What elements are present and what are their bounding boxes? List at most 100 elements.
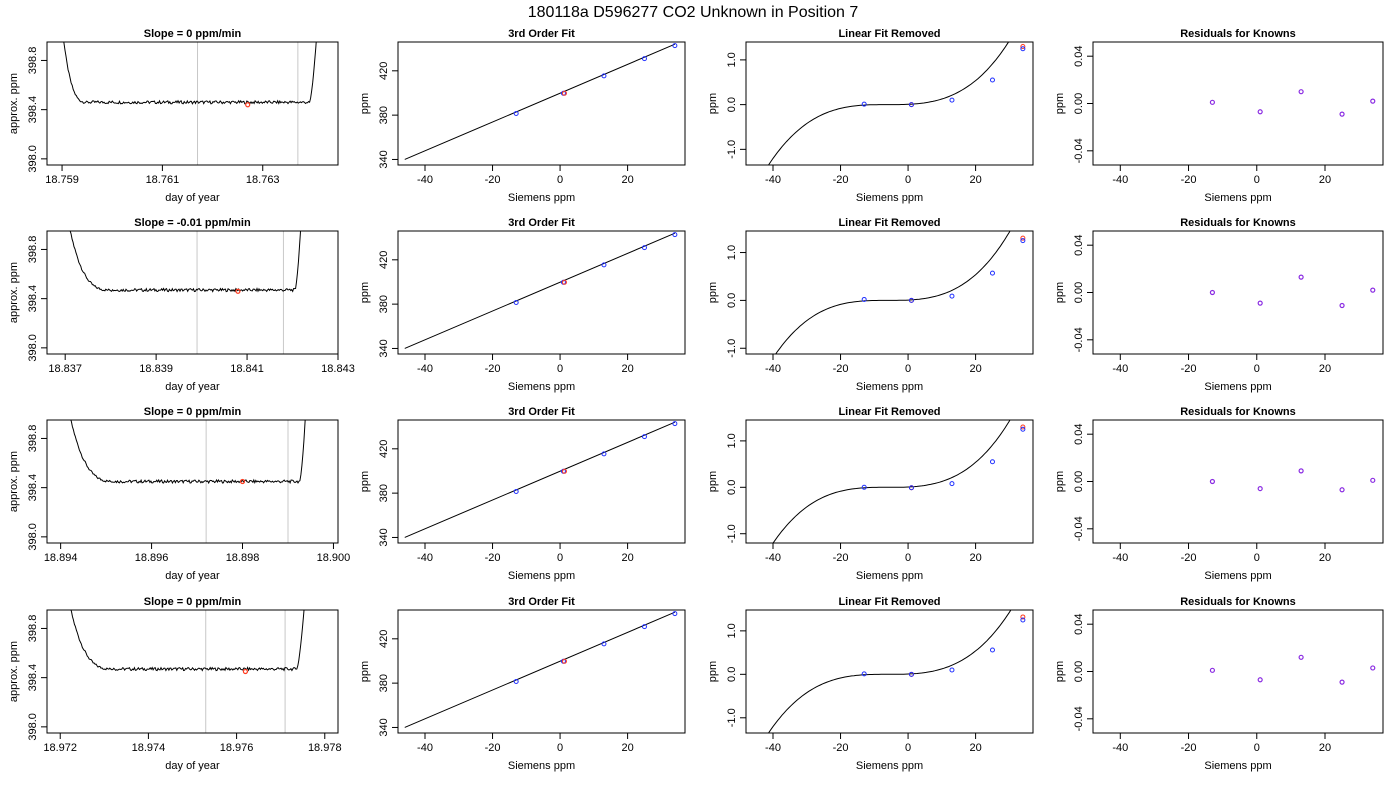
x-tick-label: -20	[485, 552, 501, 564]
plot-area	[1209, 468, 1376, 493]
x-axis-label: Siemens ppm	[508, 760, 575, 772]
x-tick-label: -20	[1181, 174, 1197, 186]
known-point	[989, 459, 995, 465]
known-point	[641, 245, 647, 251]
plot-frame	[397, 41, 686, 166]
y-tick-label: 420	[378, 630, 390, 648]
panel-resid-1: Residuals for Knowns -40 -20 0 20 -0.04 0.00 0.…	[1054, 217, 1384, 393]
x-tick-label: -20	[485, 742, 501, 754]
y-tick-label: 398.4	[27, 96, 39, 124]
plot-frame	[1092, 419, 1384, 544]
y-tick-label: 340	[378, 150, 390, 168]
y-axis-label: ppm	[359, 661, 371, 682]
y-axis-label: ppm	[707, 471, 719, 492]
y-tick-label: 380	[378, 295, 390, 313]
fit-line	[404, 232, 676, 349]
y-tick-label: 340	[378, 718, 390, 736]
y-axis-label: ppm	[707, 661, 719, 682]
x-tick-label: -40	[1112, 363, 1128, 375]
y-tick-label: -0.04	[1073, 706, 1085, 731]
concentration-trace	[70, 610, 305, 672]
residual-point	[1257, 300, 1263, 306]
known-point	[989, 77, 995, 83]
x-tick-label: -20	[485, 174, 501, 186]
known-point	[1020, 617, 1026, 623]
panel-title: Residuals for Knowns	[1180, 596, 1296, 608]
x-tick-label: -20	[833, 552, 849, 564]
x-tick-label: 18.976	[220, 742, 254, 754]
x-tick-label: 0	[557, 742, 563, 754]
x-tick-label: 18.843	[321, 363, 355, 375]
known-point	[989, 270, 995, 276]
concentration-trace	[70, 420, 306, 485]
y-tick-label: 0.04	[1073, 45, 1085, 66]
y-axis-label: ppm	[707, 282, 719, 303]
known-point	[513, 299, 519, 305]
x-tick-label: -40	[417, 552, 433, 564]
residual-point	[1209, 478, 1216, 485]
y-tick-label: 398.4	[27, 664, 39, 692]
fit-line	[404, 43, 676, 160]
y-tick-label: -0.04	[1073, 138, 1085, 163]
x-axis-label: Siemens ppm	[1204, 192, 1271, 204]
plot-area	[767, 610, 1026, 733]
y-tick-label: 1.0	[726, 623, 738, 638]
x-tick-label: -40	[1112, 174, 1128, 186]
y-tick-label: -1.0	[726, 524, 738, 543]
x-axis-label: day of year	[165, 381, 220, 393]
y-tick-label: 0.00	[1073, 93, 1085, 114]
y-tick-label: 398.0	[27, 334, 39, 362]
x-tick-label: 18.761	[146, 174, 180, 186]
plot-frame	[745, 230, 1034, 355]
y-tick-label: -1.0	[726, 140, 738, 159]
x-tick-label: -20	[1181, 742, 1197, 754]
panel-linrem-0: Linear Fit Removed -40 -20 0 20 -1.0 0.0 1.0 Sie…	[707, 28, 1034, 204]
panel-fit3-1: 3rd Order Fit -40 -20 0 20 340 380 420 Siemens p…	[359, 217, 686, 393]
residual-point	[1209, 289, 1216, 296]
fit-line	[404, 421, 676, 538]
x-tick-label: 18.972	[43, 742, 77, 754]
residual-point	[1298, 274, 1304, 280]
plot-frame	[46, 609, 339, 734]
x-tick-label: 18.896	[135, 552, 169, 564]
known-point	[672, 43, 678, 49]
x-tick-label: 18.839	[139, 363, 173, 375]
y-tick-label: 398.8	[27, 47, 39, 75]
panel-title: Residuals for Knowns	[1180, 217, 1296, 229]
x-tick-label: -40	[1112, 742, 1128, 754]
y-tick-label: 398.0	[27, 145, 39, 173]
mean-marker	[242, 668, 249, 675]
panel-title: Slope = -0.01 ppm/min	[134, 217, 251, 229]
plot-area	[70, 610, 305, 733]
panel-fit3-0: 3rd Order Fit -40 -20 0 20 340 380 420 Siemens p…	[359, 28, 686, 204]
x-tick-label: 0	[1254, 174, 1260, 186]
known-point	[861, 296, 867, 302]
x-axis-label: Siemens ppm	[508, 381, 575, 393]
plot-area	[767, 42, 1026, 165]
y-axis-label: ppm	[1054, 93, 1066, 114]
panel-title: Linear Fit Removed	[838, 28, 940, 40]
residual-point	[1298, 654, 1304, 660]
panel-resid-0: Residuals for Knowns -40 -20 0 20 -0.04 0.00 0.…	[1054, 28, 1384, 204]
known-point	[949, 97, 955, 103]
residual-point	[1257, 677, 1263, 683]
residual-point	[1257, 485, 1263, 492]
panel-title: Slope = 0 ppm/min	[144, 596, 242, 608]
x-axis-label: Siemens ppm	[856, 192, 923, 204]
plot-area	[404, 43, 678, 160]
x-tick-label: 18.837	[48, 363, 82, 375]
residual-point	[1339, 487, 1345, 493]
y-tick-label: 0.04	[1073, 423, 1085, 444]
known-point	[1020, 46, 1026, 52]
plot-frame	[46, 419, 339, 544]
mean-marker	[245, 102, 251, 108]
x-tick-label: -20	[1181, 552, 1197, 564]
panel-fit3-2: 3rd Order Fit -40 -20 0 20 340 380 420 Siemens p…	[359, 406, 686, 582]
mean-marker	[235, 288, 241, 294]
x-axis-label: Siemens ppm	[1204, 570, 1271, 582]
x-axis-label: Siemens ppm	[1204, 381, 1271, 393]
known-point	[908, 671, 914, 677]
y-tick-label: -0.04	[1073, 516, 1085, 541]
residual-point	[1370, 98, 1376, 104]
x-axis-label: Siemens ppm	[856, 381, 923, 393]
